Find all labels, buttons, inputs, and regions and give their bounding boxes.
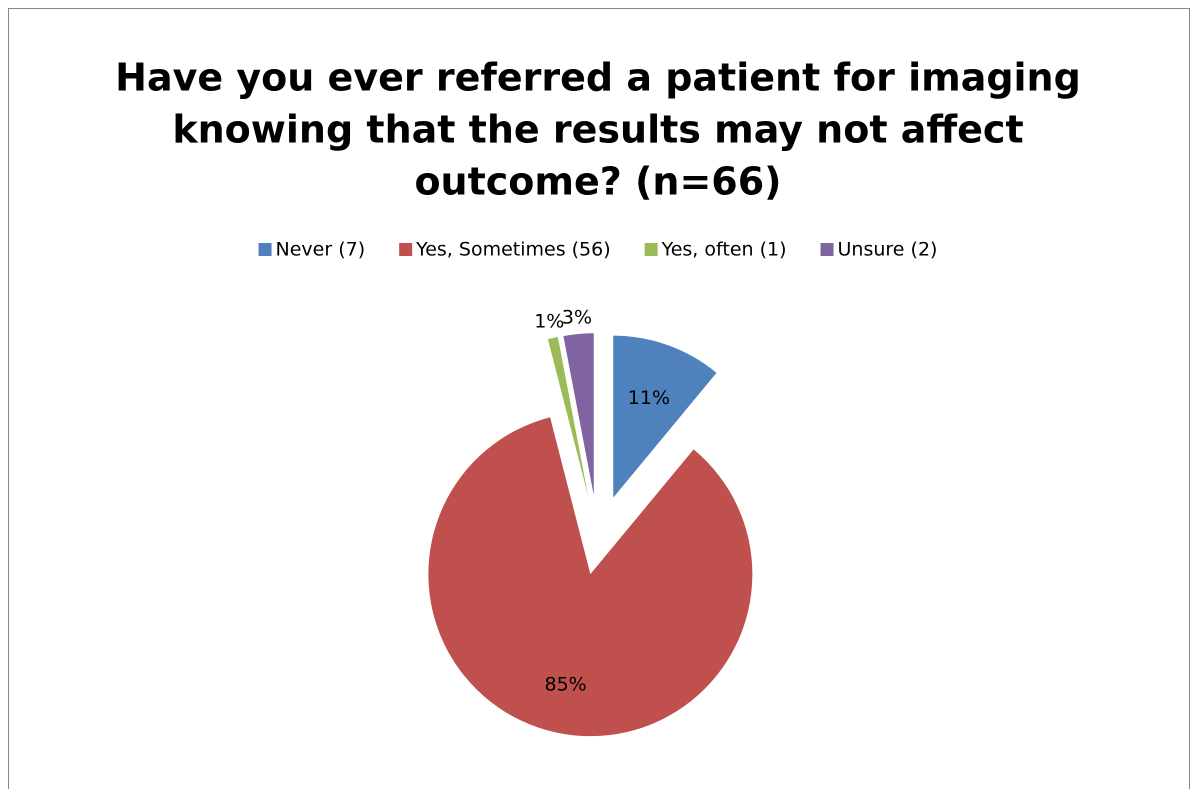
chart-title: outcome? (n=66) — [414, 160, 781, 204]
pie-slice — [547, 336, 589, 497]
legend-label: Yes, often (1) — [661, 239, 787, 261]
legend-swatch — [644, 243, 658, 256]
legend-label: Never (7) — [276, 239, 366, 261]
legend-label: Yes, Sometimes (56) — [415, 239, 611, 261]
chart-title: knowing that the results may not affect — [172, 108, 1023, 152]
legend-label: Unsure (2) — [838, 239, 938, 261]
pie-slice — [428, 417, 753, 737]
legend-swatch — [820, 243, 834, 256]
pie-slice — [563, 333, 594, 496]
chart-title: Have you ever referred a patient for ima… — [115, 56, 1081, 100]
data-label: 11% — [628, 387, 670, 409]
data-label: 85% — [545, 673, 587, 695]
data-label: 3% — [562, 306, 592, 328]
pie-slice — [613, 335, 717, 498]
legend-swatch — [399, 243, 413, 256]
data-label: 1% — [534, 311, 564, 333]
legend-swatch — [258, 243, 272, 256]
